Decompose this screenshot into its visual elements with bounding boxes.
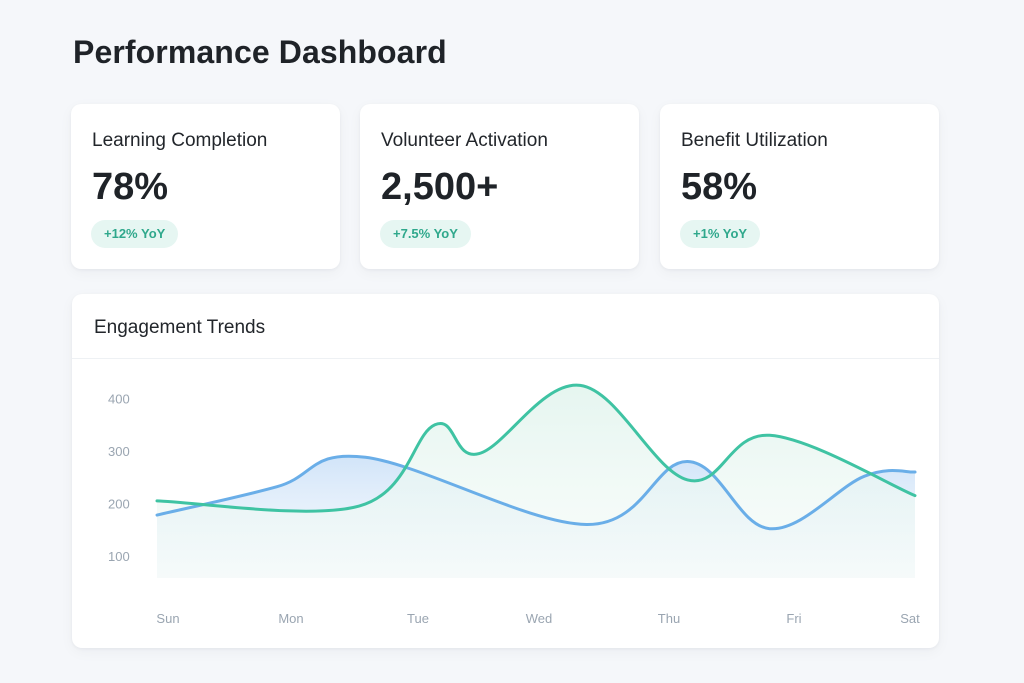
engagement-trends-chart: 400 300 200 100 Sun Mon Tue Wed Thu Fri Sat xyxy=(108,383,920,626)
y-tick-label: 200 xyxy=(108,497,130,512)
series-lines xyxy=(155,383,917,531)
engagement-trends-card: Engagement Trends 400 300 200 100 Sun Mon Tue… xyxy=(72,294,939,648)
kpi-label: Learning Completion xyxy=(92,130,268,151)
kpi-change-badge: +12% YoY xyxy=(91,220,179,248)
kpi-card-volunteer-activation: Volunteer Activation 2,500+ +7.5% YoY xyxy=(360,104,639,269)
x-tick-label: Wed xyxy=(526,611,553,626)
x-tick-label: Sun xyxy=(156,611,179,626)
x-tick-label: Thu xyxy=(658,611,680,626)
kpi-card-learning-completion: Learning Completion 78% +12% YoY xyxy=(71,104,340,269)
kpi-label: Volunteer Activation xyxy=(381,130,548,151)
x-axis: Sun Mon Tue Wed Thu Fri Sat xyxy=(156,611,920,626)
kpi-label: Benefit Utilization xyxy=(681,130,828,151)
kpi-value: 58% xyxy=(681,166,758,208)
series-area-green xyxy=(157,385,915,578)
kpi-card-benefit-utilization: Benefit Utilization 58% +1% YoY xyxy=(660,104,939,269)
kpi-change-badge: +7.5% YoY xyxy=(380,220,471,248)
page-title: Performance Dashboard xyxy=(73,34,447,70)
y-axis: 400 300 200 100 xyxy=(108,392,130,565)
kpi-change-badge: +1% YoY xyxy=(680,220,761,248)
chart-title: Engagement Trends xyxy=(94,317,266,338)
kpi-value: 2,500+ xyxy=(381,166,499,208)
kpi-value: 78% xyxy=(92,166,169,208)
y-tick-label: 100 xyxy=(108,549,130,564)
x-tick-label: Mon xyxy=(278,611,303,626)
series-line-green xyxy=(155,383,917,513)
series-line-blue xyxy=(155,454,917,531)
x-tick-label: Fri xyxy=(786,611,801,626)
y-tick-label: 300 xyxy=(108,444,130,459)
chart-divider xyxy=(72,358,939,359)
x-tick-label: Tue xyxy=(407,611,429,626)
series-areas xyxy=(157,385,915,578)
x-tick-label: Sat xyxy=(900,611,920,626)
y-tick-label: 400 xyxy=(108,392,130,407)
